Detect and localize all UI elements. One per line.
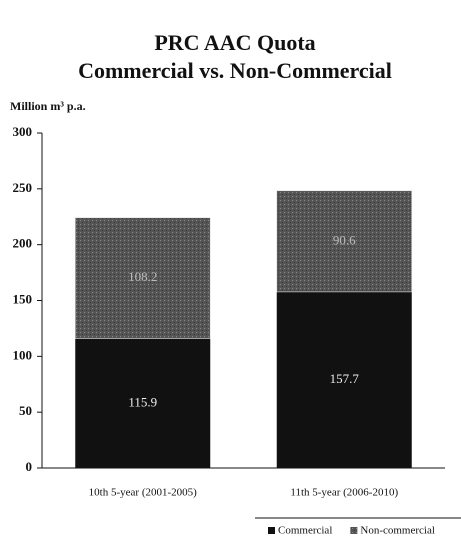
y-tick-label: 50 (19, 403, 32, 418)
x-tick-label: 11th 5-year (2006-2010) (290, 487, 398, 499)
bar-segment (75, 338, 211, 468)
y-axis-label: Million m³ p.a. (10, 99, 86, 113)
y-tick-label: 100 (13, 347, 33, 362)
y-tick-label: 150 (13, 291, 33, 306)
chart-title: PRC AAC Quota (154, 30, 315, 55)
chart-subtitle: Commercial vs. Non-Commercial (78, 58, 392, 83)
x-tick-label: 10th 5-year (2001-2005) (89, 487, 197, 499)
y-tick-label: 250 (13, 180, 33, 195)
legend-swatch (350, 527, 358, 534)
y-tick-label: 200 (13, 236, 33, 251)
bar-segment (74, 217, 211, 339)
legend-label: Non-commercial (360, 525, 435, 537)
y-tick-label: 0 (26, 459, 33, 474)
y-tick-label: 300 (13, 124, 33, 139)
bar-segment (276, 190, 413, 293)
data-label: 115.9 (128, 394, 157, 409)
data-label: 90.6 (333, 232, 356, 247)
data-label: 108.2 (128, 269, 157, 284)
legend-swatch (268, 527, 275, 534)
data-label: 157.7 (330, 371, 360, 386)
legend-label: Commercial (278, 525, 332, 537)
bar-segment (276, 291, 412, 468)
